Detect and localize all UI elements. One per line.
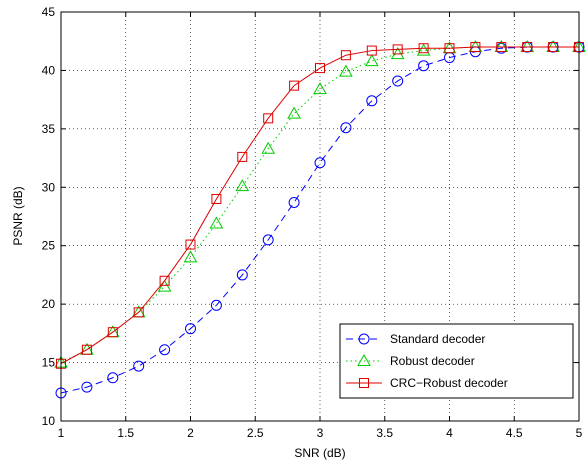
data-point-triangle [183, 250, 198, 263]
data-point-triangle [416, 43, 431, 56]
legend-entry: CRC−Robust decoder [346, 376, 508, 390]
x-tick-label: 2 [187, 426, 194, 440]
legend-marker-square [359, 378, 369, 388]
data-point-square [522, 42, 533, 53]
data-point-circle [288, 196, 300, 208]
y-tick-label: 40 [42, 63, 56, 77]
x-tick-label: 3 [317, 426, 324, 440]
legend-entry: Standard decoder [346, 332, 485, 346]
data-point-square [185, 239, 196, 250]
x-tick-label: 2.5 [247, 426, 264, 440]
x-tick-label: 4.5 [506, 426, 523, 440]
data-point-square [444, 43, 455, 54]
series-layer [54, 40, 586, 399]
data-point-triangle [339, 64, 353, 77]
data-point-circle [159, 344, 171, 356]
y-tick-label: 20 [42, 297, 56, 311]
data-point-circle [314, 157, 326, 169]
data-point-circle [210, 299, 222, 311]
legend: Standard decoder Robust decoder CRC−Robust… [339, 323, 574, 399]
y-axis-label: PSNR (dB) [11, 186, 25, 245]
data-point-triangle [235, 179, 250, 192]
data-point-triangle [261, 141, 276, 154]
data-point-circle [418, 60, 430, 72]
data-point-square [392, 44, 403, 55]
x-axis-label: SNR (dB) [294, 446, 345, 460]
data-point-square [81, 344, 92, 355]
x-tick-label: 1 [58, 426, 65, 440]
data-point-circle [185, 323, 196, 335]
data-point-square [470, 42, 481, 53]
x-tick-label: 5 [576, 426, 583, 440]
data-point-circle [133, 360, 145, 372]
x-tick-label: 3.5 [376, 426, 393, 440]
data-point-square [418, 43, 429, 54]
y-tick-label: 35 [42, 122, 56, 136]
legend-label: Robust decoder [390, 354, 475, 368]
ticks: 1 1.5 2 2.5 3 3.5 4 4.5 5 10 15 20 25 30 35 40 45 [42, 5, 583, 440]
legend-entry: Robust decoder [346, 353, 475, 368]
legend-marker-circle [358, 333, 370, 345]
data-point-circle [262, 234, 274, 246]
data-point-triangle [390, 47, 405, 60]
data-point-square [133, 307, 144, 318]
data-point-square [496, 42, 507, 53]
legend-label: CRC−Robust decoder [390, 376, 508, 390]
y-tick-label: 15 [42, 356, 56, 370]
legend-marker-triangle [357, 353, 371, 366]
data-point-circle [107, 372, 119, 384]
data-point-square [107, 327, 118, 338]
series-2 [56, 42, 584, 369]
data-point-circle [392, 75, 404, 87]
data-point-circle [366, 95, 378, 107]
data-point-triangle [157, 279, 172, 292]
data-point-square [340, 50, 351, 61]
data-point-square [289, 80, 300, 91]
data-point-triangle [209, 216, 224, 229]
data-point-square [237, 151, 248, 162]
y-tick-label: 25 [42, 239, 56, 253]
data-point-triangle [364, 54, 379, 67]
data-point-square [548, 42, 559, 53]
legend-label: Standard decoder [390, 332, 485, 346]
data-point-circle [81, 381, 93, 393]
x-tick-label: 4 [446, 426, 453, 440]
x-tick-label: 1.5 [117, 426, 134, 440]
data-point-circle [340, 122, 352, 134]
data-point-square [211, 193, 222, 204]
data-point-circle [236, 269, 248, 281]
data-point-square [366, 45, 377, 56]
y-tick-label: 45 [42, 5, 56, 19]
data-point-square [315, 63, 325, 74]
data-point-triangle [313, 82, 327, 95]
data-point-triangle [287, 106, 301, 119]
y-tick-label: 30 [42, 180, 56, 194]
data-point-square [263, 113, 274, 124]
series-line [60, 46, 579, 365]
plot-frame [60, 11, 580, 422]
data-point-square [159, 275, 170, 286]
y-tick-label: 10 [42, 414, 56, 428]
